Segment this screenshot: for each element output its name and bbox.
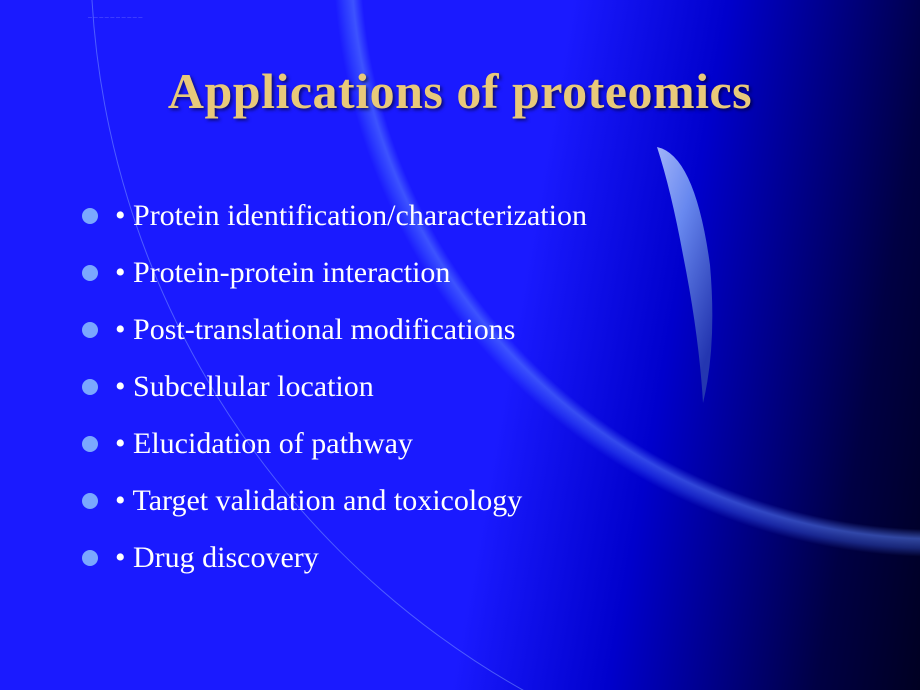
bullet-dot-icon [82, 265, 98, 281]
bullet-text: • Target validation and toxicology [115, 483, 522, 519]
list-item: • Post-translational modifications [82, 312, 587, 348]
list-item: • Protein identification/characterizatio… [82, 198, 587, 234]
bullet-dot-icon [82, 550, 98, 566]
list-item: • Protein-protein interaction [82, 255, 587, 291]
slide-container: — — — — — — — — — — Applications of prot… [0, 0, 920, 690]
swoosh-icon [655, 145, 725, 405]
bullet-text: • Subcellular location [115, 369, 374, 405]
bullet-text: • Drug discovery [115, 540, 319, 576]
bullet-dot-icon [82, 208, 98, 224]
bullet-text: • Post-translational modifications [115, 312, 515, 348]
list-item: • Drug discovery [82, 540, 587, 576]
bullet-dot-icon [82, 379, 98, 395]
list-item: • Elucidation of pathway [82, 426, 587, 462]
bullet-text: • Protein identification/characterizatio… [115, 198, 587, 234]
list-item: • Subcellular location [82, 369, 587, 405]
bullet-dot-icon [82, 436, 98, 452]
list-item: • Target validation and toxicology [82, 483, 587, 519]
watermark-text: — — — — — — — — — — [88, 14, 143, 19]
bullet-list: • Protein identification/characterizatio… [82, 198, 587, 597]
bullet-dot-icon [82, 322, 98, 338]
bullet-text: • Elucidation of pathway [115, 426, 413, 462]
slide-title: Applications of proteomics [0, 62, 920, 120]
bullet-text: • Protein-protein interaction [115, 255, 450, 291]
bullet-dot-icon [82, 493, 98, 509]
